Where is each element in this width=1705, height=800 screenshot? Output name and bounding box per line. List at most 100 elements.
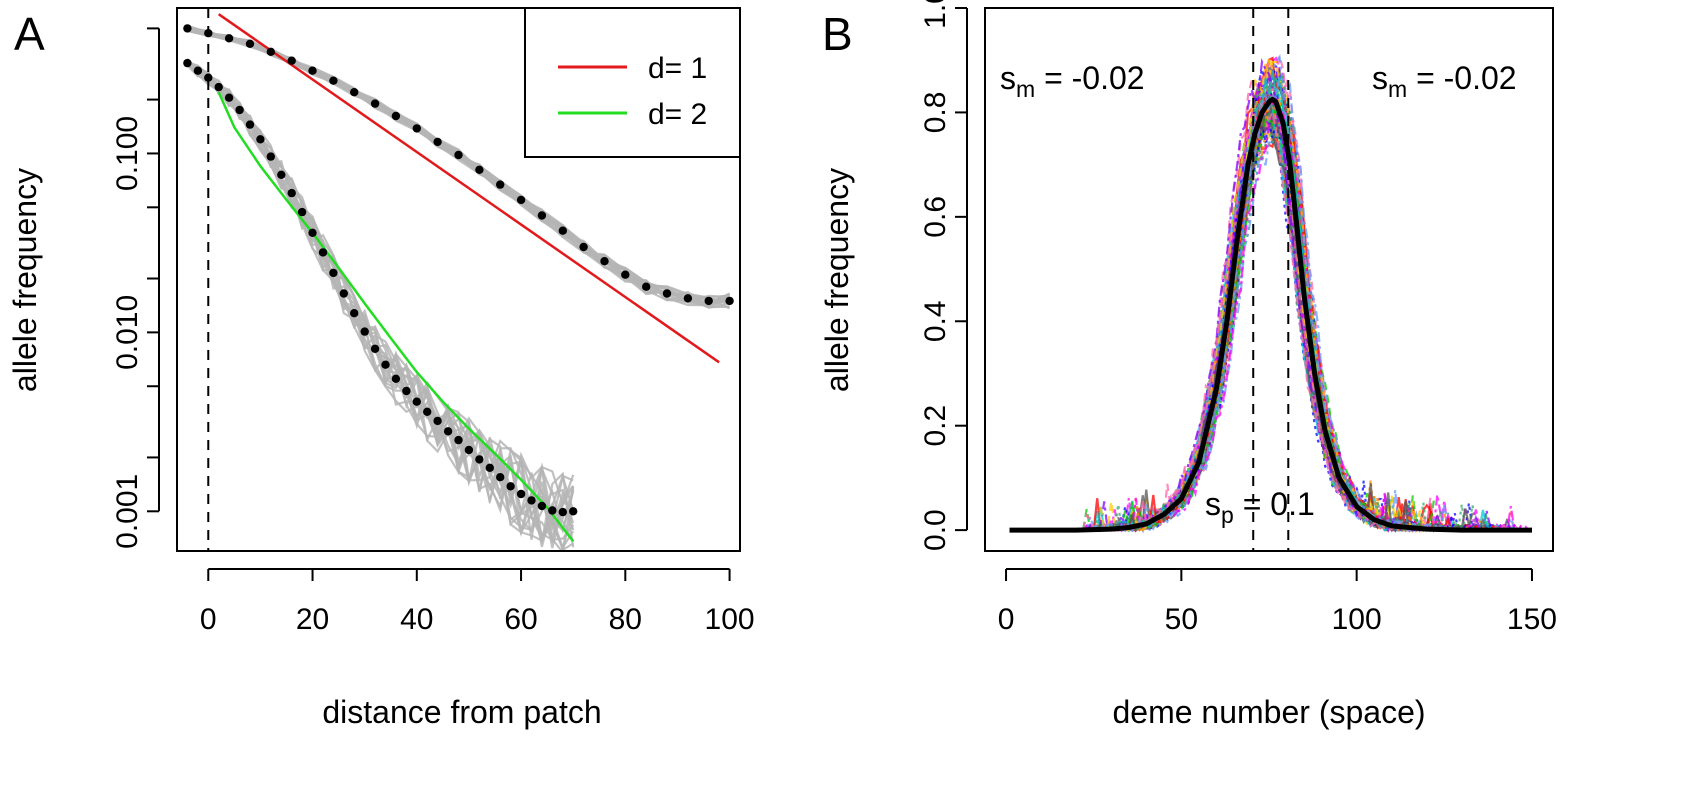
panel-a-plot-frame [176,7,741,552]
simulation-mean-point [308,228,317,237]
simulation-mean-point [370,344,380,353]
x-tick-label: 20 [296,603,329,636]
simulation-mean-point [266,47,275,56]
panel-b: B 0 50 100 150 0.0 0.2 0.4 0.6 0.8 1.0 deme numb… [819,0,1557,730]
simulation-mean-point [329,268,338,278]
annotation-sp: sp = 0.1 [1205,486,1315,528]
simulation-mean-point [235,105,244,115]
simulation-mean-point [214,82,223,92]
simulation-mean-point [423,407,432,416]
panel-a: A 0 20 40 60 80 100 0.001 0.010 0.100 distance … [7,7,755,730]
simulation-mean-point [569,507,578,516]
simulation-mean-point [475,455,484,464]
simulation-replicate-line [186,60,575,542]
y-tick-label: 1.0 [919,0,952,29]
simulation-mean-point [704,296,713,306]
replicate-curve [1117,99,1435,533]
theory-line-d1 [217,13,720,364]
panel-b-patch-boundaries [1252,8,1290,551]
simulation-mean-point [256,135,265,144]
panel-b-plot-area [1009,53,1532,534]
panel-a-x-axis: 0 20 40 60 80 100 [200,568,755,636]
simulation-mean-point [350,88,359,97]
annotation-sm-left: sm = -0.02 [1000,60,1145,102]
replicate-curve [1128,102,1511,533]
x-tick-label: 50 [1165,603,1198,636]
simulation-mean-point [537,501,547,511]
x-tick-label: 0 [200,603,217,636]
simulation-mean-point [339,289,348,298]
simulation-mean-point [204,73,213,82]
simulation-mean-point [558,507,567,517]
panel-b-x-axis: 0 50 100 150 [998,568,1557,636]
simulation-mean-point [391,374,401,383]
simulation-mean-point [600,257,609,266]
panel-b-mean-curve [1009,96,1532,533]
simulation-mean-point [464,445,474,455]
x-tick-label: 40 [400,603,433,636]
panel-a-series [217,13,720,543]
replicate-curve [1128,103,1427,533]
x-tick-label: 80 [609,603,642,636]
y-tick-label: 0.0 [919,509,952,551]
simulation-mean-point [412,397,421,406]
simulation-mean-point [224,34,234,43]
simulation-mean-point [621,270,630,279]
annotation-sm-right: sm = -0.02 [1372,60,1517,102]
panel-a-x-axis-title: distance from patch [322,694,601,730]
x-tick-label: 60 [504,603,537,636]
simulation-mean-point [496,473,505,482]
simulation-mean-point [683,294,693,303]
panel-a-y-axis: 0.001 0.010 0.100 [111,27,160,549]
simulation-mean-point [287,188,296,198]
legend-label-d1: d= 1 [648,52,707,85]
simulation-mean-point [350,309,359,318]
simulation-replicate-line [186,58,575,543]
simulation-mean-point [454,435,463,445]
replicate-curve [1082,121,1460,533]
replicate-curve [1114,69,1525,533]
simulation-mean-point [475,165,484,174]
panel-b-x-axis-title: deme number (space) [1112,694,1425,730]
simulation-mean-point [266,152,275,161]
y-tick-label: 0.2 [919,405,952,447]
panel-b-label: B [822,8,853,60]
simulation-mean-point [183,24,192,33]
legend-box [524,7,741,158]
panel-a-plot-area [183,13,734,551]
simulation-mean-point [224,93,234,102]
replicate-curve [1118,107,1424,533]
simulation-mean-point [537,211,547,220]
panel-b-y-axis-title: allele frequency [819,168,855,392]
simulation-mean-point [183,58,192,68]
simulation-mean-point [516,489,526,499]
x-tick-label: 0 [998,603,1015,636]
simulation-replicate-line [186,62,575,541]
simulation-mean-point [412,124,421,133]
y-tick-label: 0.100 [111,116,144,191]
simulation-mean-point [433,416,442,426]
simulation-mean-point [443,427,453,436]
panel-b-plot-frame [984,7,1554,552]
simulation-mean-point [642,282,651,291]
y-tick-label: 0.6 [919,196,952,238]
mean-frequency-line [1009,96,1532,533]
simulation-replicate-line [187,65,575,509]
simulation-mean-point [297,207,307,217]
simulation-replicate-line [186,58,575,542]
replicate-curve [1082,90,1469,533]
simulation-mean-point [277,170,286,179]
simulation-mean-point [193,66,203,75]
panel-a-label: A [14,8,45,60]
y-tick-label: 0.010 [111,295,144,370]
y-tick-label: 0.001 [111,474,144,549]
simulation-mean-point [318,248,328,257]
x-tick-label: 100 [1332,603,1382,636]
simulation-mean-point [308,66,317,75]
x-tick-label: 150 [1507,603,1557,636]
simulation-mean-point [548,506,557,515]
simulation-mean-point [516,195,526,205]
panel-b-y-axis: 0.0 0.2 0.4 0.6 0.8 1.0 [919,0,968,551]
simulation-mean-point [381,360,390,369]
simulation-mean-point [496,180,505,189]
